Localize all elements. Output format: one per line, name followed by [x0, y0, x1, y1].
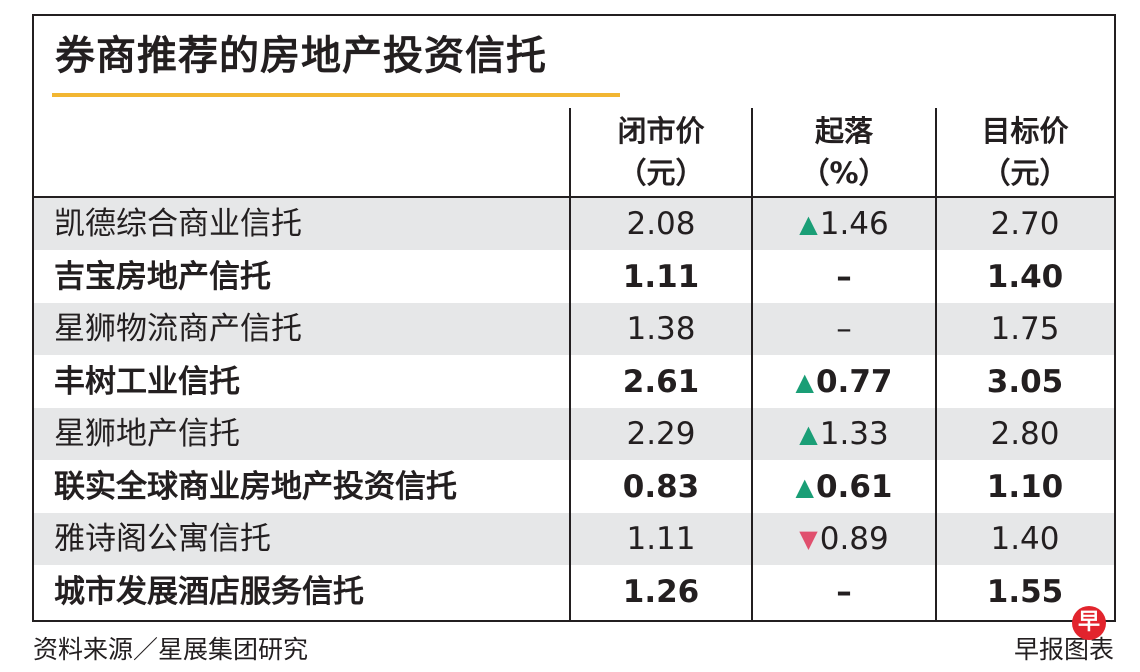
row-separator — [34, 564, 1114, 566]
target-price-value: 2.70 — [990, 206, 1060, 242]
change-value: 0.77 — [815, 363, 893, 400]
change-cell: – — [752, 251, 936, 303]
close-price-value: 1.26 — [622, 573, 700, 610]
column-header-target-price: 目标价 （元） — [936, 110, 1114, 196]
row-separator — [34, 459, 1114, 461]
header-divider — [34, 196, 1114, 198]
row-separator — [34, 512, 1114, 513]
row-separator — [34, 302, 1114, 303]
change-cell: ▼0.89 — [752, 513, 936, 565]
up-triangle-icon: ▲ — [795, 367, 814, 396]
reit-name: 雅诗阁公寓信托 — [54, 521, 271, 557]
target-price-value: 1.75 — [990, 311, 1060, 347]
column-divider — [751, 108, 753, 622]
target-price-value: 2.80 — [990, 416, 1060, 452]
change-cell: – — [752, 566, 936, 618]
change-value: 1.33 — [819, 416, 889, 452]
reit-name: 城市发展酒店服务信托 — [54, 573, 364, 610]
reit-name: 丰树工业信托 — [54, 363, 240, 400]
target-price-value: 1.40 — [990, 521, 1060, 557]
close-price-value: 2.61 — [622, 363, 700, 400]
change-cell: ▲0.61 — [752, 461, 936, 513]
up-triangle-icon: ▲ — [799, 420, 818, 448]
table-row: 雅诗阁公寓信托 1.11 ▼0.89 1.40 — [34, 513, 1114, 565]
column-header-close-price-line1: 闭市价 — [617, 114, 705, 148]
source-note: 资料来源／星展集团研究 — [33, 635, 309, 664]
change-value: 0.61 — [815, 468, 893, 505]
table-row: 丰树工业信托 2.61 ▲0.77 3.05 — [34, 356, 1114, 408]
table-row: 联实全球商业房地产投资信托 0.83 ▲0.61 1.10 — [34, 461, 1114, 513]
column-header-close-price: 闭市价 （元） — [570, 110, 752, 196]
close-price-value: 1.11 — [626, 521, 696, 557]
column-header-target-price-line2: （元） — [981, 156, 1069, 190]
change-cell: – — [752, 303, 936, 355]
target-price-value: 3.05 — [986, 363, 1064, 400]
credit-label: 早报图表 — [1013, 635, 1114, 664]
chart-title: 券商推荐的房地产投资信托 — [55, 33, 547, 79]
reit-name: 星狮物流商产信托 — [54, 311, 302, 347]
close-price-value: 2.08 — [626, 206, 696, 242]
column-header-close-price-line2: （元） — [617, 156, 705, 190]
row-separator — [34, 249, 1114, 251]
table-frame — [32, 14, 1116, 622]
reit-name: 联实全球商业房地产投资信托 — [54, 468, 457, 505]
row-separator — [34, 354, 1114, 356]
change-value: – — [836, 573, 852, 610]
reit-name: 吉宝房地产信托 — [54, 258, 271, 295]
change-value: 0.89 — [819, 521, 889, 557]
row-separator — [34, 407, 1114, 408]
zaobao-logo-icon: 早 — [1072, 606, 1106, 640]
target-price-value: 1.40 — [986, 258, 1064, 295]
reit-name: 凯德综合商业信托 — [54, 206, 302, 242]
column-header-change: 起落 （%） — [752, 110, 936, 196]
target-price-value: 1.10 — [986, 468, 1064, 505]
table-row: 星狮地产信托 2.29 ▲1.33 2.80 — [34, 408, 1114, 460]
change-cell: ▲1.46 — [752, 198, 936, 250]
change-value: – — [836, 311, 852, 347]
close-price-value: 0.83 — [622, 468, 700, 505]
column-divider — [569, 108, 571, 622]
change-value: 1.46 — [819, 206, 889, 242]
change-cell: ▲0.77 — [752, 356, 936, 408]
down-triangle-icon: ▼ — [799, 525, 818, 553]
column-divider — [935, 108, 937, 622]
change-value: – — [836, 258, 852, 295]
up-triangle-icon: ▲ — [799, 210, 818, 238]
title-underline — [52, 93, 620, 97]
table-row: 星狮物流商产信托 1.38 – 1.75 — [34, 303, 1114, 355]
reit-name: 星狮地产信托 — [54, 416, 240, 452]
table-row: 吉宝房地产信托 1.11 – 1.40 — [34, 251, 1114, 303]
up-triangle-icon: ▲ — [795, 472, 814, 501]
column-header-change-line1: 起落 — [814, 114, 873, 148]
column-header-change-line2: （%） — [800, 156, 888, 190]
table-row: 凯德综合商业信托 2.08 ▲1.46 2.70 — [34, 198, 1114, 250]
target-price-value: 1.55 — [986, 573, 1064, 610]
close-price-value: 2.29 — [626, 416, 696, 452]
close-price-value: 1.38 — [626, 311, 696, 347]
change-cell: ▲1.33 — [752, 408, 936, 460]
table-row: 城市发展酒店服务信托 1.26 – 1.55 — [34, 566, 1114, 618]
column-header-target-price-line1: 目标价 — [981, 114, 1069, 148]
close-price-value: 1.11 — [622, 258, 700, 295]
